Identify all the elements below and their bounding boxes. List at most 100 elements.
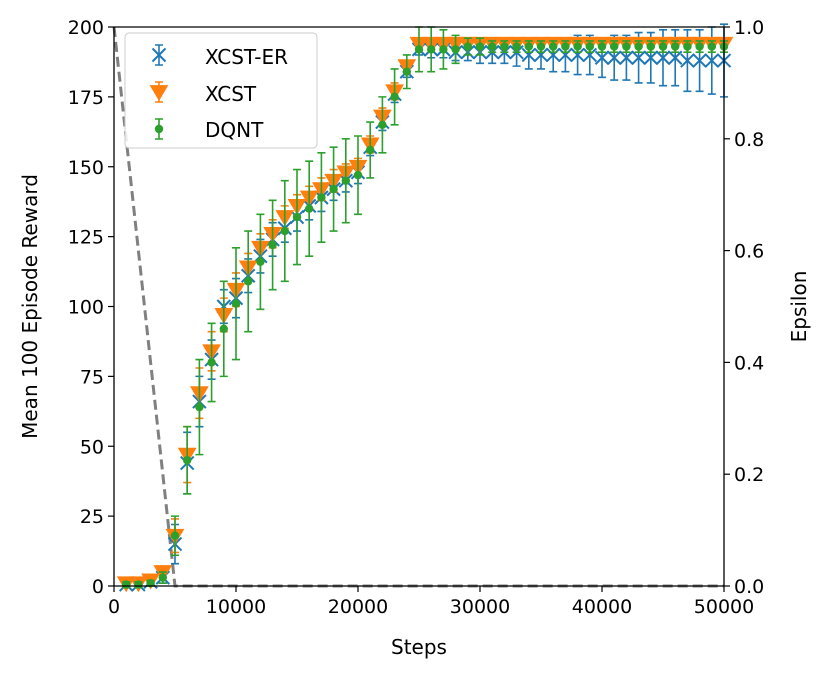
dqnt-point [366,145,375,155]
y-tick-label: 125 [68,227,104,249]
dqnt-point [170,531,180,540]
legend: XCST-ER XCST DQNT [124,32,318,149]
y-tick-label: 200 [68,17,104,39]
dqnt-point [634,42,643,51]
dqnt-point [646,42,655,51]
dqnt-point [549,42,558,51]
dqnt-point [244,277,253,286]
dqnt-point [329,184,338,194]
dqnt-point [207,358,216,367]
y2-axis-label: Epsilon [787,271,811,343]
legend-marker-dqnt [154,124,164,134]
dqnt-point [134,580,143,589]
series-dqnt [122,26,729,589]
dqnt-point [183,456,192,465]
dqnt-point [158,573,167,582]
xcst-er-point [643,50,659,65]
dqnt-point [683,42,692,51]
xcst-er-point [582,47,598,63]
dqnt-point [561,42,570,51]
xcst-er-point [631,50,646,65]
dqnt-point [195,402,204,412]
dqnt-point [573,42,582,51]
y2-tick-label: 0.2 [734,464,764,486]
xcst-er-point [667,50,683,65]
x-tick-label: 40000 [572,596,632,618]
dqnt-point [536,42,546,51]
dqnt-point [610,42,619,51]
y-tick-label: 175 [68,87,104,109]
dqnt-point [597,42,607,51]
legend-marker-xcst [149,85,169,102]
x-tick-label: 0 [108,596,120,618]
dqnt-point [317,193,326,202]
xcst-er-point [692,53,707,68]
xcst-er-point [594,50,610,65]
dqnt-point [219,324,228,334]
y-axis-label: Mean 100 Episode Reward [18,174,42,439]
y-tick-label: 75 [80,366,104,388]
dqnt-point [488,42,497,51]
dqnt-point [475,42,485,51]
y-tick-label: 50 [80,436,104,458]
dqnt-point [268,240,277,250]
x-tick-label: 30000 [450,596,510,618]
xcst-er-point [558,47,573,63]
y-tick-label: 100 [68,297,104,319]
xcst-er-point [655,50,671,65]
y2-tick-label: 0.0 [734,576,764,598]
xcst-er-point [606,50,622,65]
dqnt-point [146,579,155,588]
dqnt-point [500,42,509,51]
dqnt-point [622,42,631,51]
legend-label-xcst: XCST [205,82,257,106]
legend-markers [149,44,169,140]
dqnt-point [695,42,704,51]
xcst-er-point [680,53,695,68]
xcst-er-point [521,47,537,63]
dqnt-point [658,42,668,51]
dqnt-point [390,92,399,102]
legend-marker-xcst-er [151,47,167,63]
dqnt-point [427,45,436,54]
dqnt-point [585,42,594,51]
dqnt-point [402,67,411,76]
x-tick-label: 50000 [694,596,754,618]
dqnt-point [341,176,350,185]
xcst-er-point [704,53,720,68]
legend-label-xcst-er: XCST-ER [205,45,288,69]
xcst-er-point [545,47,561,63]
dqnt-point [292,212,302,222]
dqnt-point [512,42,521,51]
dqnt-point [439,45,448,54]
dqnt-point [378,120,387,130]
dqnt-point [231,299,241,308]
y2-tick-label: 0.6 [734,241,764,263]
dqnt-point [451,45,460,54]
dqnt-point [671,42,680,51]
dqnt-point [256,257,265,266]
legend-frame [124,32,318,149]
y2-tick-label: 0.8 [734,129,764,151]
dqnt-point [524,42,533,51]
dqnt-point [707,42,716,51]
y2-tick-label: 0.4 [734,352,764,374]
y-tick-label: 25 [80,506,104,528]
axes-layer: 0 10000 20000 30000 40000 50000 0 25 50 75 100 125 1… [18,17,811,659]
x-tick-label: 10000 [206,596,266,618]
dqnt-point [414,45,424,54]
legend-label-dqnt: DQNT [205,118,264,142]
y-tick-label: 150 [68,157,104,179]
dqnt-point [305,204,314,213]
y-tick-label: 0 [92,576,104,598]
dqnt-point [463,42,472,51]
dqnt-point [353,170,363,180]
dqnt-point [122,580,131,589]
x-axis-label: Steps [391,635,447,659]
x-tick-label: 20000 [328,596,388,618]
xcst-er-point [619,50,634,65]
dqnt-point [280,226,289,236]
xcst-er-point [570,47,585,63]
y2-tick-label: 1.0 [734,17,764,39]
